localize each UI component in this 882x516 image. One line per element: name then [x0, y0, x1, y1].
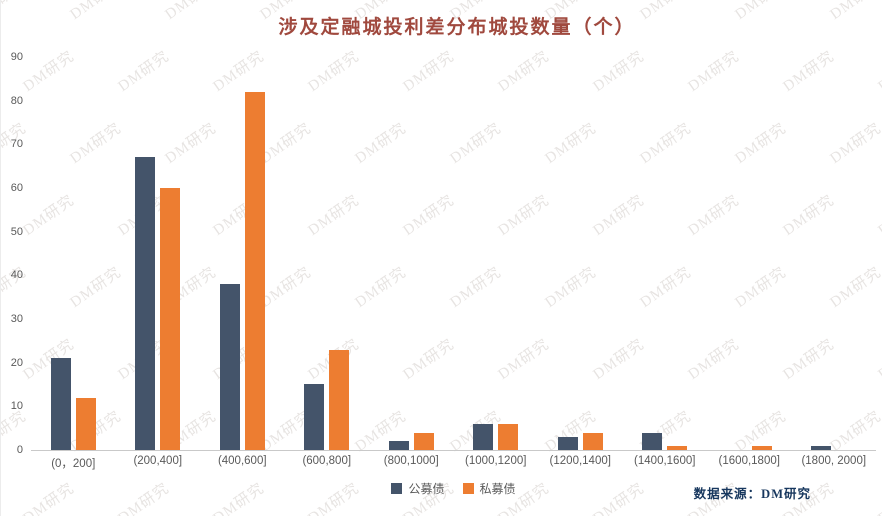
- bar-公募债-(400,600]: [219, 284, 240, 450]
- bar-公募债-(1400,1600]: [642, 433, 663, 450]
- data-source-note: 数据来源：DM研究: [693, 487, 811, 501]
- y-tick-label: 40: [10, 269, 23, 282]
- legend-item: 私募债: [462, 480, 516, 497]
- bar-私募债-(600,800]: [329, 350, 350, 450]
- bar-group: [538, 57, 623, 450]
- bar-公募债-(1200,1400]: [557, 437, 578, 450]
- y-tick-label: 70: [10, 138, 23, 151]
- y-tick-label: 90: [10, 51, 23, 63]
- legend-swatch: [462, 483, 474, 494]
- plot-area: [31, 57, 876, 451]
- bar-group: [792, 57, 877, 450]
- x-category-label: (600,800]: [302, 455, 352, 467]
- x-category-label: (1400,1600]: [634, 455, 696, 467]
- bar-group: [116, 57, 201, 450]
- bar-公募债-(0，200]: [50, 358, 71, 450]
- bar-私募债-(0，200]: [75, 398, 96, 450]
- bar-group: [454, 57, 539, 450]
- legend-label: 私募债: [479, 482, 516, 496]
- bar-私募债-(1400,1600]: [667, 446, 688, 450]
- x-category-label: (400,600]: [217, 455, 267, 467]
- x-category-label: (1600,1800]: [718, 455, 780, 467]
- bar-私募债-(1600,1800]: [751, 446, 772, 450]
- bar-groups: [31, 57, 876, 450]
- bar-公募债-(1000,1200]: [473, 424, 494, 450]
- bar-私募债-(200,400]: [160, 188, 181, 450]
- legend-swatch: [391, 483, 403, 494]
- x-axis-labels: (0，200] (200,400] (400,600] (600,800] (800,1…: [31, 455, 876, 471]
- bar-公募债-(1800, 2000]: [811, 446, 832, 450]
- bar-group: [369, 57, 454, 450]
- y-tick-label: 60: [10, 182, 23, 194]
- y-tick-label: 20: [10, 356, 23, 369]
- x-category-label: (1800, 2000]: [801, 455, 867, 467]
- bar-私募债-(800,1000]: [413, 433, 434, 450]
- x-category-label: (1000,1200]: [465, 455, 527, 467]
- bar-私募债-(1200,1400]: [582, 433, 603, 450]
- y-tick-label: 0: [16, 444, 23, 456]
- bar-group: [31, 57, 116, 450]
- bar-group: [285, 57, 370, 450]
- bar-私募债-(1000,1200]: [498, 424, 519, 450]
- bar-公募债-(200,400]: [135, 157, 156, 450]
- x-category-label: (800,1000]: [383, 455, 439, 467]
- legend: 公募债 私募债: [31, 480, 876, 497]
- chart-title: 涉及定融城投利差分布城投数量（个）: [278, 17, 636, 38]
- bar-公募债-(600,800]: [304, 384, 325, 450]
- y-tick-label: 50: [10, 225, 23, 238]
- legend-label: 公募债: [408, 482, 445, 496]
- bar-group: [200, 57, 285, 450]
- bar-公募债-(800,1000]: [388, 441, 409, 450]
- legend-item: 公募债: [391, 480, 445, 497]
- bar-私募债-(400,600]: [244, 92, 265, 450]
- x-category-label: (0，200]: [51, 458, 96, 470]
- bar-group: [623, 57, 708, 450]
- x-category-label: (200,400]: [133, 455, 183, 467]
- y-tick-label: 30: [10, 313, 23, 325]
- y-axis: 0 10 20 30 40 50 60 70 80 90: [1, 51, 25, 456]
- y-tick-label: 10: [10, 400, 23, 413]
- y-tick-label: 80: [10, 94, 23, 107]
- bar-group: [707, 57, 792, 450]
- x-category-label: (1200,1400]: [549, 455, 611, 467]
